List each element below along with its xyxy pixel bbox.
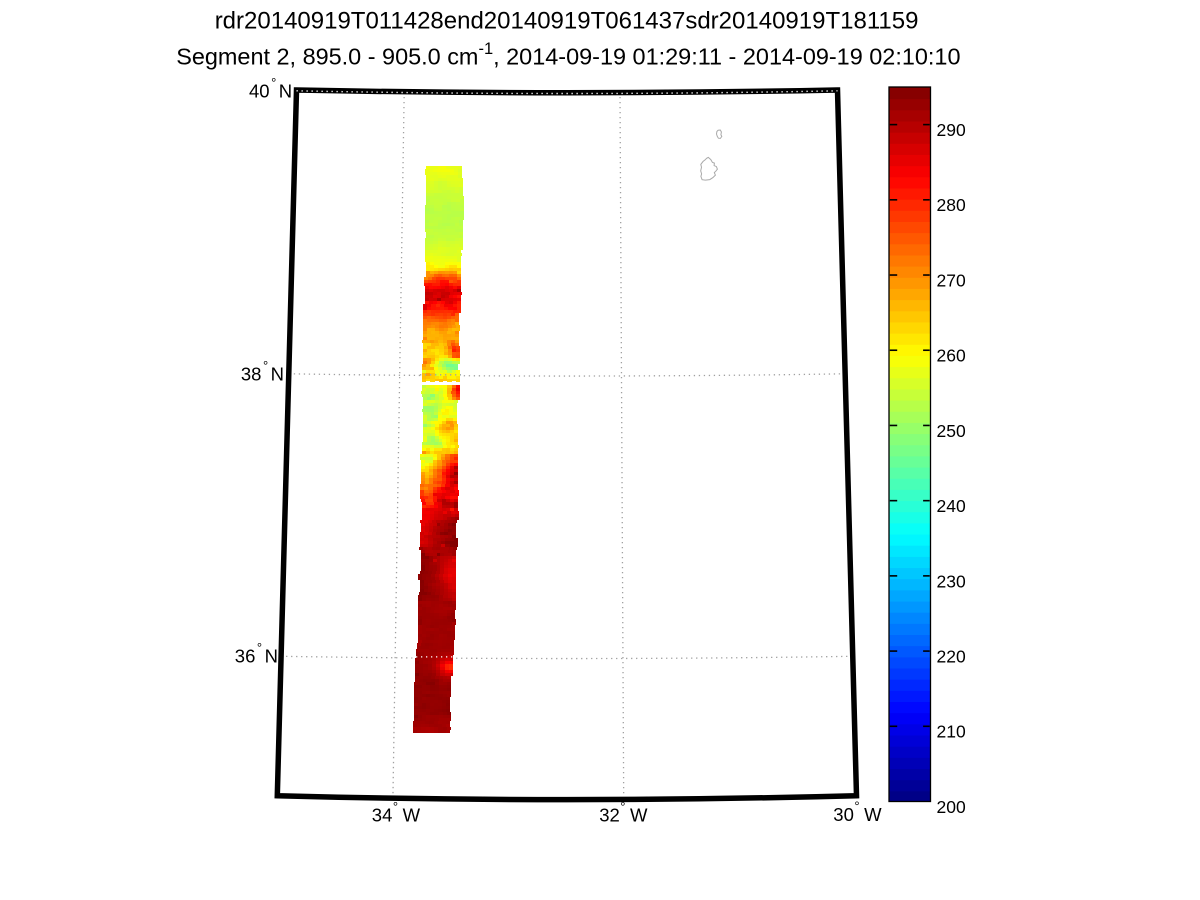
svg-text:240: 240 bbox=[937, 496, 966, 516]
svg-text:280: 280 bbox=[937, 195, 966, 215]
svg-text:220: 220 bbox=[937, 647, 966, 667]
svg-text:230: 230 bbox=[937, 571, 966, 591]
svg-text:260: 260 bbox=[937, 346, 966, 366]
svg-text:200: 200 bbox=[937, 797, 966, 817]
svg-text:270: 270 bbox=[937, 270, 966, 290]
svg-text:Segment 2, 895.0 - 905.0 cm-1,: Segment 2, 895.0 - 905.0 cm-1, 2014-09-1… bbox=[176, 40, 960, 70]
svg-text:290: 290 bbox=[937, 120, 966, 140]
svg-text:210: 210 bbox=[937, 722, 966, 742]
svg-text:250: 250 bbox=[937, 421, 966, 441]
svg-text:rdr20140919T011428end20140919T: rdr20140919T011428end20140919T061437sdr2… bbox=[215, 8, 919, 35]
